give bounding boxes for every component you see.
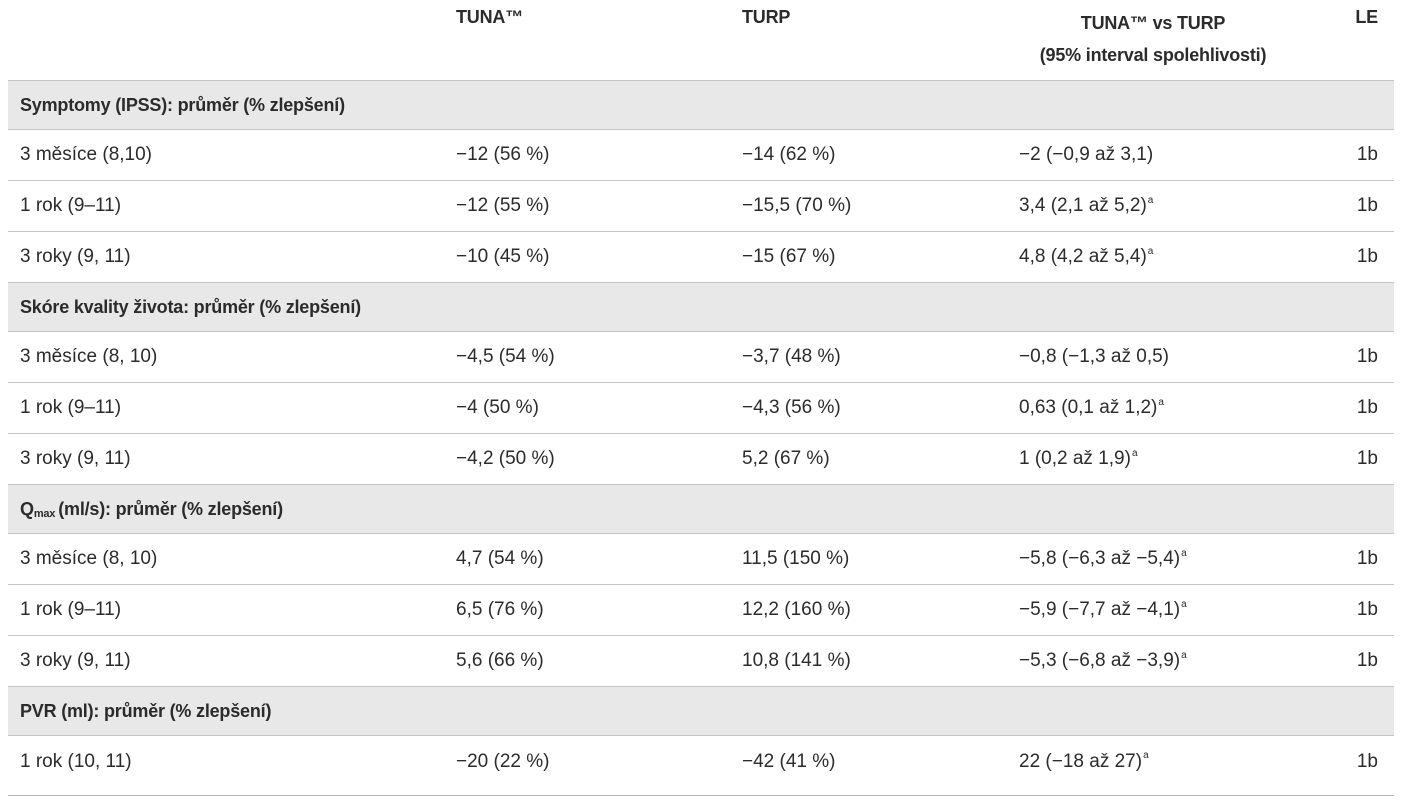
turp-value: 12,2 (160 %) bbox=[742, 599, 851, 620]
row-label: 1 rok (10, 11) bbox=[20, 750, 132, 772]
comparison-text: 3,4 (2,1 až 5,2) bbox=[1019, 195, 1147, 216]
turp-value: 11,5 (150 %) bbox=[742, 548, 850, 569]
section-header-pvr: PVR (ml): průměr (% zlepšení) bbox=[8, 687, 1394, 736]
footnote-marker: a bbox=[1147, 194, 1154, 206]
comparison-text: 22 (−18 až 27) bbox=[1019, 750, 1143, 772]
table-row: 3 roky (9, 11) 5,6 (66 %) 10,8 (141 %) −… bbox=[8, 636, 1394, 687]
comparison-text: 1 (0,2 až 1,9) bbox=[1019, 448, 1131, 469]
comparison-text: −5,9 (−7,7 až −4,1) bbox=[1019, 599, 1181, 620]
comparison-value: 3,4 (2,1 až 5,2) a bbox=[1019, 181, 1153, 231]
tuna-value: 4,7 (54 %) bbox=[456, 548, 544, 569]
footnote-marker: a bbox=[1131, 447, 1138, 459]
footnote-marker: a bbox=[1181, 598, 1187, 610]
footnote-marker: a bbox=[1181, 547, 1187, 559]
le-value: 1b bbox=[1356, 246, 1378, 267]
turp-value: −4,3 (56 %) bbox=[742, 397, 841, 418]
footnote-marker: a bbox=[1181, 649, 1187, 661]
le-value: 1b bbox=[1356, 346, 1378, 367]
comparison-text: −0,8 (−1,3 až 0,5) bbox=[1019, 346, 1169, 367]
section-header-quality-of-life: Skóre kvality života: průměr (% zlepšení… bbox=[8, 283, 1394, 332]
le-value: 1b bbox=[1356, 599, 1378, 620]
comparison-value: −2 (−0,9 až 3,1) bbox=[1019, 130, 1154, 180]
row-label: 1 rok (9–11) bbox=[20, 195, 122, 216]
le-value: 1b bbox=[1356, 195, 1378, 216]
footnote-marker: a bbox=[1158, 396, 1164, 408]
le-value: 1b bbox=[1356, 548, 1378, 569]
tuna-value: −20 (22 %) bbox=[456, 750, 550, 772]
comparison-value: 22 (−18 až 27) a bbox=[1019, 736, 1149, 787]
le-value: 1b bbox=[1356, 144, 1378, 165]
turp-value: −15 (67 %) bbox=[742, 246, 836, 267]
section-title-rest: (ml/s): průměr (% zlepšení) bbox=[58, 498, 283, 519]
tuna-value: −12 (55 %) bbox=[456, 195, 550, 216]
comparison-text: −5,3 (−6,8 až −3,9) bbox=[1019, 650, 1181, 671]
header-comparison-ci: (95% interval spolehlivosti) bbox=[1039, 45, 1267, 65]
le-value: 1b bbox=[1356, 650, 1378, 671]
comparison-value: −5,8 (−6,3 až −5,4) a bbox=[1019, 534, 1187, 584]
header-comparison: TUNA™ vs TURP (95% interval spolehlivost… bbox=[1018, 0, 1288, 80]
row-label: 3 měsíce (8, 10) bbox=[20, 346, 158, 367]
comparison-value: 0,63 (0,1 až 1,2) a bbox=[1019, 383, 1164, 433]
row-label: 3 měsíce (8,10) bbox=[20, 144, 152, 165]
comparison-value: −0,8 (−1,3 až 0,5) bbox=[1019, 332, 1170, 382]
row-label: 1 rok (9–11) bbox=[20, 397, 122, 418]
section-title: PVR (ml): průměr (% zlepšení) bbox=[20, 700, 272, 721]
table-row: 3 roky (9, 11) −10 (45 %) −15 (67 %) 4,8… bbox=[8, 232, 1394, 283]
row-label: 3 měsíce (8, 10) bbox=[20, 548, 158, 569]
row-label: 3 roky (9, 11) bbox=[20, 246, 131, 267]
table-row: 3 měsíce (8, 10) 4,7 (54 %) 11,5 (150 %)… bbox=[8, 534, 1394, 585]
comparison-text: −5,8 (−6,3 až −5,4) bbox=[1019, 548, 1181, 569]
table-row: 3 měsíce (8, 10) −4,5 (54 %) −3,7 (48 %)… bbox=[8, 332, 1394, 383]
section-title-main: Q bbox=[20, 498, 34, 519]
turp-value: −42 (41 %) bbox=[742, 750, 836, 772]
le-value: 1b bbox=[1356, 448, 1378, 469]
comparison-text: 4,8 (4,2 až 5,4) bbox=[1019, 246, 1147, 267]
turp-value: −15,5 (70 %) bbox=[742, 195, 852, 216]
header-turp: TURP bbox=[742, 7, 791, 27]
table-row: 1 rok (9–11) −4 (50 %) −4,3 (56 %) 0,63 … bbox=[8, 383, 1394, 434]
comparison-value: 4,8 (4,2 až 5,4) a bbox=[1019, 232, 1153, 282]
comparison-text: 0,63 (0,1 až 1,2) bbox=[1019, 397, 1158, 418]
table-row: 1 rok (10, 11) −20 (22 %) −42 (41 %) 22 … bbox=[8, 736, 1394, 787]
turp-value: 5,2 (67 %) bbox=[742, 448, 830, 469]
tuna-value: −12 (56 %) bbox=[456, 144, 550, 165]
footnote-marker: a bbox=[1143, 750, 1149, 761]
comparison-table: TUNA™ TURP TUNA™ vs TURP (95% interval s… bbox=[8, 0, 1394, 796]
comparison-value: −5,3 (−6,8 až −3,9) a bbox=[1019, 636, 1187, 686]
tuna-value: 6,5 (76 %) bbox=[456, 599, 544, 620]
comparison-value: −5,9 (−7,7 až −4,1) a bbox=[1019, 585, 1187, 635]
comparison-value: 1 (0,2 až 1,9) a bbox=[1019, 434, 1138, 484]
table-row: 1 rok (9–11) −12 (55 %) −15,5 (70 %) 3,4… bbox=[8, 181, 1394, 232]
le-value: 1b bbox=[1356, 397, 1378, 418]
tuna-value: 5,6 (66 %) bbox=[456, 650, 544, 671]
row-label: 1 rok (9–11) bbox=[20, 599, 122, 620]
tuna-value: −10 (45 %) bbox=[456, 246, 550, 267]
section-title: Skóre kvality života: průměr (% zlepšení… bbox=[20, 296, 361, 317]
table-row: 1 rok (9–11) 6,5 (76 %) 12,2 (160 %) −5,… bbox=[8, 585, 1394, 636]
table-row: 3 roky (9, 11) −4,2 (50 %) 5,2 (67 %) 1 … bbox=[8, 434, 1394, 485]
comparison-text: −2 (−0,9 až 3,1) bbox=[1019, 144, 1154, 165]
tuna-value: −4,2 (50 %) bbox=[456, 448, 555, 469]
footnote-marker: a bbox=[1147, 245, 1154, 257]
row-label: 3 roky (9, 11) bbox=[20, 448, 131, 469]
tuna-value: −4,5 (54 %) bbox=[456, 346, 555, 367]
section-title: Symptomy (IPSS): průměr (% zlepšení) bbox=[20, 94, 345, 115]
table-header-row: TUNA™ TURP TUNA™ vs TURP (95% interval s… bbox=[8, 0, 1394, 81]
row-label: 3 roky (9, 11) bbox=[20, 650, 131, 671]
header-comparison-title: TUNA™ vs TURP bbox=[1080, 13, 1226, 33]
le-value: 1b bbox=[1356, 750, 1378, 772]
turp-value: 10,8 (141 %) bbox=[742, 650, 851, 671]
table-row: 3 měsíce (8,10) −12 (56 %) −14 (62 %) −2… bbox=[8, 130, 1394, 181]
section-header-symptoms: Symptomy (IPSS): průměr (% zlepšení) bbox=[8, 81, 1394, 130]
header-le: LE bbox=[1355, 7, 1378, 27]
turp-value: −3,7 (48 %) bbox=[742, 346, 841, 367]
turp-value: −14 (62 %) bbox=[742, 144, 836, 165]
header-tuna: TUNA™ bbox=[456, 7, 523, 27]
section-title-subscript: max bbox=[33, 508, 56, 520]
tuna-value: −4 (50 %) bbox=[456, 397, 539, 418]
